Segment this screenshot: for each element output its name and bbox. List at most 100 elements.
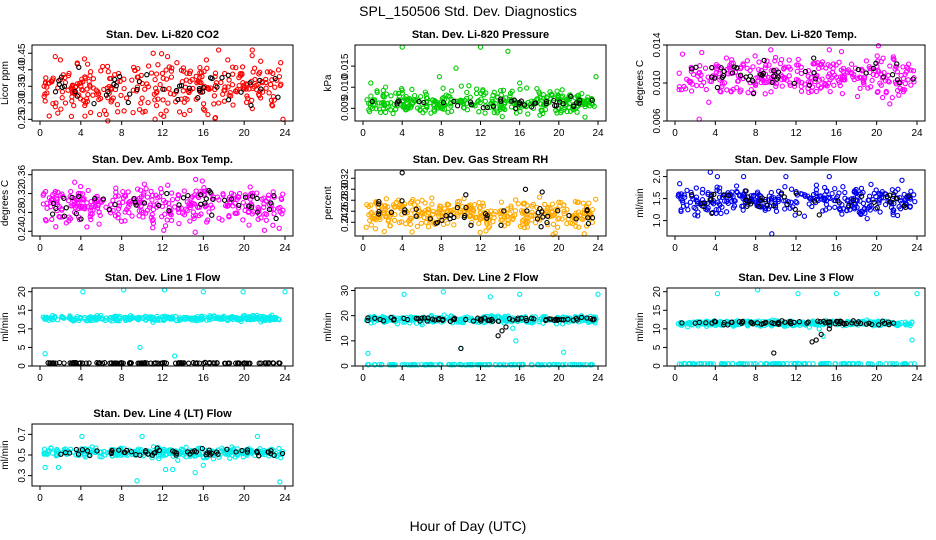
data-point [381, 211, 388, 217]
data-point [537, 215, 543, 221]
data-point [784, 201, 790, 208]
data-point [208, 202, 214, 208]
data-point [582, 103, 588, 110]
data-point [399, 44, 405, 50]
data-point [128, 360, 134, 366]
data-point [423, 95, 430, 101]
data-point [390, 317, 397, 323]
data-point [169, 314, 175, 320]
data-point [44, 84, 50, 90]
data-point [396, 98, 402, 104]
data-point [853, 186, 859, 193]
data-point [698, 82, 705, 89]
y-tick-label: 0 [17, 363, 28, 369]
data-point [583, 362, 589, 368]
data-point [528, 315, 535, 321]
data-point [134, 316, 140, 322]
data-point [199, 178, 205, 184]
data-point [442, 206, 448, 212]
data-point [193, 176, 199, 183]
data-point [840, 68, 846, 75]
y-tick-label: 0.7 [17, 427, 28, 441]
data-point [688, 66, 695, 72]
data-point [451, 98, 457, 105]
data-point [893, 64, 899, 70]
data-point [894, 61, 900, 67]
scatter-points [41, 47, 286, 124]
data-point [827, 63, 833, 69]
data-point [684, 76, 690, 82]
data-point [399, 198, 405, 204]
data-point [246, 222, 252, 228]
data-point [113, 185, 119, 191]
data-point [116, 447, 122, 453]
data-point [745, 77, 752, 83]
x-tick-label: 12 [157, 493, 169, 504]
data-point [115, 206, 122, 212]
x-tick-label: 8 [753, 373, 759, 384]
data-point [83, 360, 89, 366]
x-tick-label: 16 [831, 373, 843, 384]
data-point [105, 89, 111, 95]
data-point [793, 198, 799, 205]
data-point [429, 211, 436, 217]
data-point [693, 64, 699, 70]
data-point [734, 188, 740, 195]
data-point [206, 447, 212, 453]
series-4 [714, 287, 920, 343]
data-point [195, 78, 201, 85]
scatter-points [675, 287, 920, 368]
data-point [78, 205, 84, 211]
data-point [192, 229, 198, 235]
data-point [276, 73, 283, 80]
data-point [540, 214, 546, 220]
data-point [133, 451, 139, 458]
data-point [244, 93, 250, 99]
data-point [74, 93, 81, 99]
data-point [233, 210, 239, 216]
data-point [209, 212, 215, 218]
data-point [810, 191, 817, 198]
data-point [715, 207, 722, 213]
data-point [813, 182, 820, 188]
data-point [805, 319, 811, 325]
data-point [132, 199, 138, 205]
data-point [221, 197, 228, 203]
data-point [721, 319, 727, 326]
data-point [164, 217, 170, 223]
x-tick-label: 0 [37, 243, 43, 254]
series-5 [458, 324, 509, 352]
data-point [141, 181, 148, 187]
data-point [729, 70, 736, 76]
data-point [136, 78, 143, 85]
x-tick-label: 20 [871, 243, 883, 254]
data-point [465, 362, 471, 368]
data-point [129, 77, 135, 83]
data-point [901, 87, 908, 93]
data-point [247, 80, 253, 86]
x-tick-label: 12 [157, 128, 169, 139]
data-point [271, 97, 277, 103]
data-point [365, 361, 371, 368]
x-tick-label: 12 [790, 373, 802, 384]
data-point [832, 185, 838, 192]
data-point [87, 452, 93, 459]
data-point [181, 111, 188, 118]
x-tick-label: 4 [78, 373, 84, 384]
data-point [160, 75, 166, 81]
x-tick-label: 24 [279, 493, 291, 504]
data-point [123, 95, 130, 101]
data-point [163, 108, 169, 114]
data-point [254, 448, 261, 454]
data-point [702, 65, 709, 71]
data-point [705, 74, 711, 80]
data-point [197, 64, 203, 71]
data-point [788, 186, 795, 192]
data-point [468, 219, 475, 225]
data-point [201, 185, 207, 191]
data-point [894, 212, 901, 219]
data-point [91, 100, 97, 107]
data-point [907, 203, 913, 209]
data-point [255, 216, 261, 222]
data-point [723, 55, 730, 61]
